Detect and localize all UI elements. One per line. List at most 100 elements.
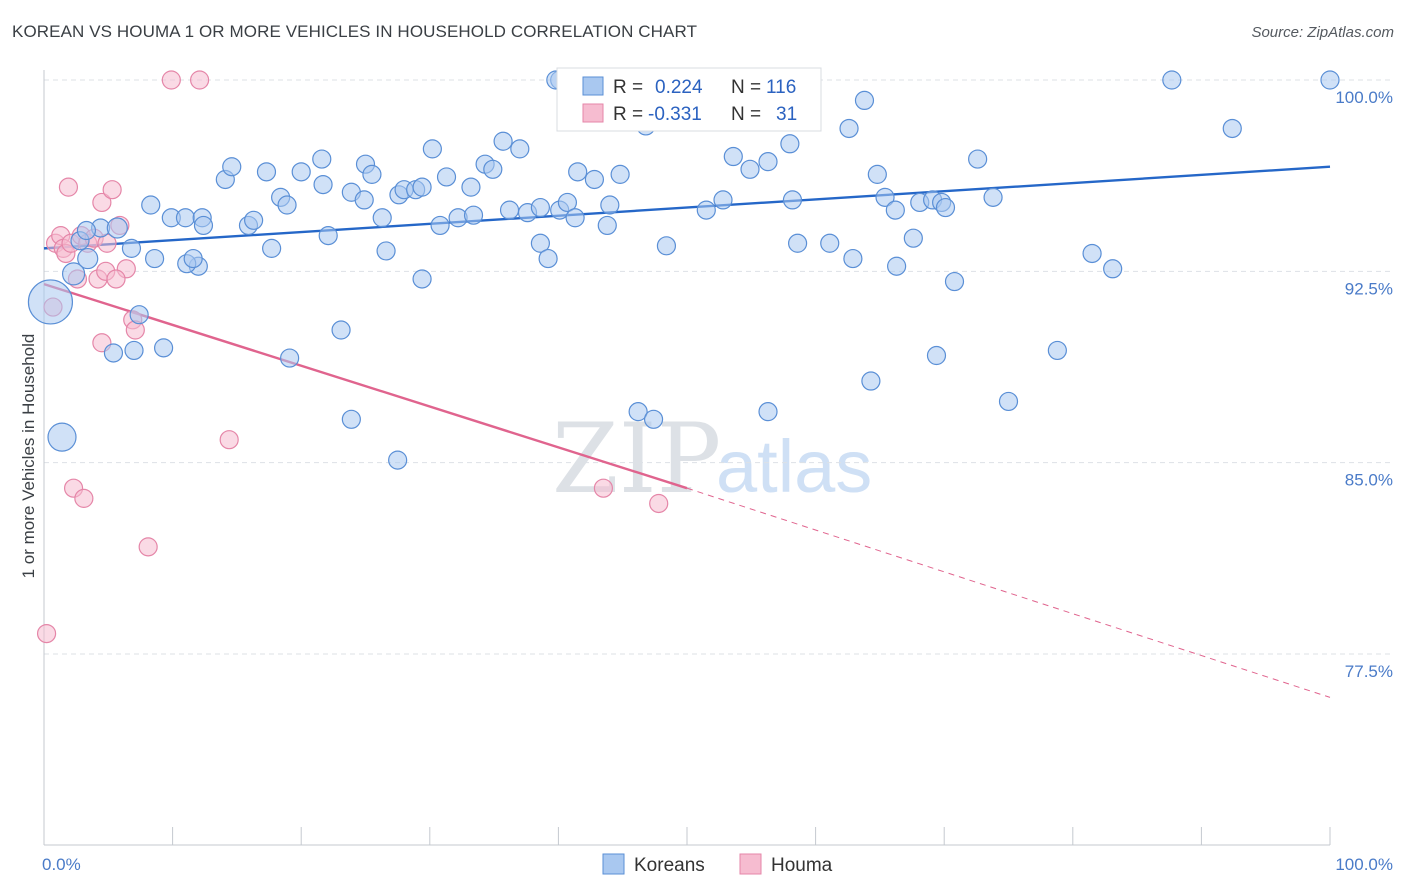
koreans-point-103 <box>861 371 881 391</box>
houma-point-30 <box>649 493 669 514</box>
houma-point-22 <box>58 177 79 197</box>
koreans-point-50 <box>461 177 481 197</box>
koreans-point-29 <box>262 238 282 258</box>
koreans-point-7 <box>76 220 97 241</box>
koreans-point-48 <box>436 167 457 187</box>
houma-point-24 <box>74 488 94 508</box>
koreans-point-88 <box>843 248 863 269</box>
chart-title: KOREAN VS HOUMA 1 OR MORE VEHICLES IN HO… <box>12 22 698 41</box>
koreans-point-21 <box>183 248 203 269</box>
legend-swatch-koreans <box>582 76 604 96</box>
source-label: Source: ZipAtlas.com <box>1251 24 1394 41</box>
houma-point-25 <box>138 537 158 557</box>
koreans-point-31 <box>312 149 332 169</box>
houma-point-18 <box>106 269 126 289</box>
legend-n-label-koreans: N = <box>731 77 761 98</box>
koreans-point-46 <box>412 177 432 197</box>
koreans-point-99 <box>926 345 947 366</box>
koreans-point-53 <box>483 159 503 179</box>
x-tick-label-0: 0.0% <box>42 855 81 874</box>
koreans-point-56 <box>510 139 530 159</box>
koreans-point-38 <box>372 208 392 228</box>
koreans-point-37 <box>362 164 382 184</box>
y-tick-label-3: 77.5% <box>1345 662 1393 681</box>
legend-r-label-houma: R = <box>613 104 643 125</box>
koreans-points <box>27 69 1340 470</box>
koreans-point-16 <box>175 208 196 228</box>
legend-n-value-koreans: 116 <box>766 77 796 98</box>
koreans-point-73 <box>656 236 677 256</box>
koreans-point-90 <box>854 90 875 111</box>
koreans-point-11 <box>103 343 124 363</box>
koreans-point-3 <box>77 247 99 270</box>
trend-lines <box>43 165 1331 698</box>
legend-n-label-houma: N = <box>731 104 761 125</box>
koreans-point-80 <box>696 200 716 220</box>
koreans-point-1 <box>47 422 77 452</box>
koreans-point-8 <box>121 238 142 258</box>
koreans-point-51 <box>463 205 484 225</box>
koreans-point-63 <box>565 208 585 228</box>
koreans-point-98 <box>935 197 956 218</box>
koreans-point-64 <box>568 162 588 182</box>
grid-lines <box>44 79 1392 655</box>
koreans-point-94 <box>903 228 923 248</box>
series-swatch-houma <box>739 853 762 875</box>
stats-legend: R = 0.224 N = 116 R = -0.331 N = 31 <box>556 67 822 132</box>
koreans-point-32 <box>313 174 333 195</box>
series-swatch-koreans <box>602 853 625 875</box>
koreans-point-23 <box>222 157 242 177</box>
axes <box>43 70 1331 846</box>
houma-point-27 <box>161 70 181 90</box>
watermark: ZIP atlas <box>552 403 872 515</box>
legend-r-value-koreans: 0.224 <box>655 77 703 98</box>
y-tick-label-0: 100.0% <box>1335 88 1393 107</box>
series-label-koreans: Koreans <box>634 855 705 876</box>
y-axis-label: 1 or more Vehicles in Household <box>19 334 38 579</box>
koreans-point-30 <box>280 348 300 368</box>
koreans-point-60 <box>538 248 558 269</box>
koreans-point-112 <box>1320 70 1340 90</box>
koreans-point-54 <box>493 131 513 151</box>
koreans-point-111 <box>1222 118 1242 139</box>
koreans-point-101 <box>983 187 1003 207</box>
koreans-point-58 <box>530 197 550 218</box>
koreans-trend-line <box>43 165 1331 250</box>
koreans-point-91 <box>875 187 895 207</box>
koreans-point-89 <box>839 118 859 139</box>
koreans-point-67 <box>610 164 630 184</box>
koreans-point-92 <box>867 164 887 184</box>
koreans-point-110 <box>1162 70 1182 90</box>
koreans-point-100 <box>968 149 988 169</box>
koreans-point-77 <box>388 450 408 470</box>
houma-trend-line <box>43 282 688 490</box>
legend-swatch-houma <box>582 103 604 123</box>
koreans-point-40 <box>331 320 351 340</box>
koreans-point-41 <box>341 409 361 429</box>
legend-r-value-houma: -0.331 <box>648 104 702 125</box>
houma-trend-extension <box>686 487 1331 698</box>
koreans-point-9 <box>144 248 165 269</box>
koreans-point-13 <box>153 338 174 358</box>
houma-point-0 <box>36 623 57 644</box>
koreans-point-114 <box>412 269 432 289</box>
houma-point-11 <box>92 192 112 213</box>
koreans-point-104 <box>887 256 907 276</box>
koreans-point-12 <box>124 340 144 361</box>
koreans-point-27 <box>277 195 297 215</box>
y-tick-label-1: 92.5% <box>1345 279 1393 298</box>
koreans-point-108 <box>998 391 1019 412</box>
koreans-point-14 <box>141 195 161 215</box>
koreans-point-47 <box>430 215 450 236</box>
koreans-point-62 <box>557 192 578 213</box>
koreans-point-82 <box>740 159 760 179</box>
houma-point-26 <box>219 430 239 450</box>
koreans-point-10 <box>129 305 149 325</box>
koreans-point-102 <box>758 402 778 422</box>
koreans-point-18 <box>193 215 214 236</box>
houma-point-28 <box>190 70 210 90</box>
koreans-point-109 <box>1047 340 1067 361</box>
koreans-point-33 <box>318 226 338 246</box>
koreans-point-113 <box>723 146 743 167</box>
